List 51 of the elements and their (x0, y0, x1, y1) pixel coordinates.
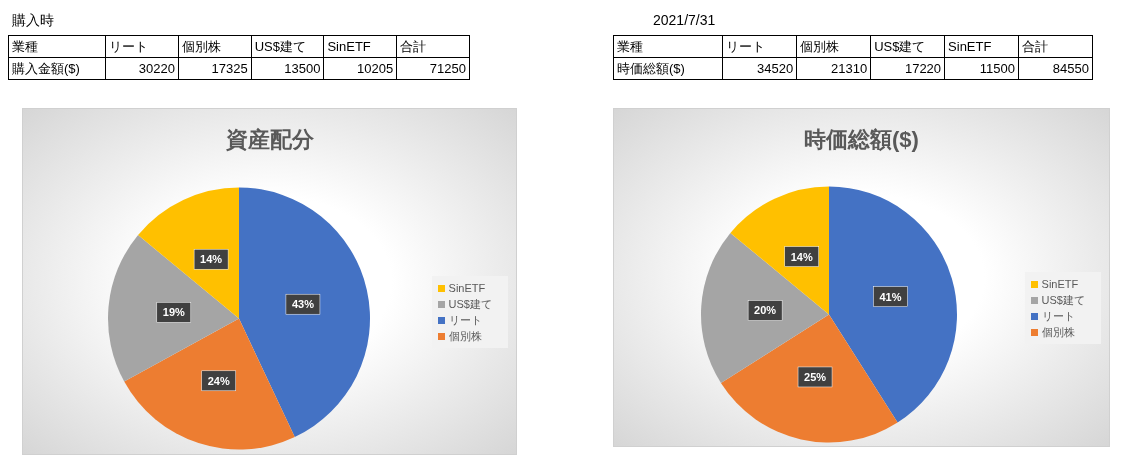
legend-label: リート (448, 313, 482, 326)
text: 34520 (722, 57, 797, 80)
pie-slice (239, 187, 370, 438)
data-label: 24% (207, 374, 230, 387)
text: 購入時 (12, 12, 54, 30)
text: 13500 (251, 57, 324, 80)
text: 購入金額($) (8, 57, 106, 80)
data-label: 14% (790, 250, 813, 263)
text: 業種 (8, 35, 106, 58)
text: 17325 (178, 57, 252, 80)
chart-title: 時価総額($) (803, 126, 920, 154)
text: 30220 (105, 57, 179, 80)
data-label: 43% (291, 298, 315, 311)
legend-label: 個別株 (1041, 325, 1075, 338)
pie-slice (720, 314, 898, 443)
category-label: US$建て (254, 38, 306, 54)
text: 11500 (944, 57, 1019, 80)
legend-label: US$建て (1041, 293, 1085, 306)
category-label: SinETF (327, 39, 371, 54)
text: 10205 (323, 57, 397, 80)
category-label: リート (726, 38, 766, 54)
pie-slice (701, 232, 829, 384)
category-label: SinETF (948, 39, 992, 54)
data-label: 14% (200, 253, 223, 266)
pie-slice (829, 186, 957, 423)
text: 17220 (870, 57, 945, 80)
category-label: 個別株 (181, 38, 221, 54)
legend-label: SinETF (1041, 277, 1079, 290)
text: 2021/7/31 (653, 12, 716, 28)
data-label: 20% (754, 304, 777, 317)
pie-slice (138, 187, 239, 319)
legend-label: 個別株 (448, 329, 482, 342)
legend-label: リート (1041, 309, 1075, 322)
text: 合計 (1018, 35, 1093, 58)
data-label: 19% (162, 306, 186, 319)
legend-label: SinETF (448, 281, 486, 294)
data-label: 41% (879, 290, 902, 303)
category-label: リート (109, 38, 149, 54)
pie-slice (730, 186, 829, 315)
pie-slice (124, 318, 295, 450)
chart-title: 資産配分 (224, 126, 315, 154)
category-label: US$建て (874, 38, 926, 54)
data-label: 25% (804, 370, 827, 383)
text: 業種 (613, 35, 723, 58)
category-label: 個別株 (800, 38, 840, 54)
text: 84550 (1018, 57, 1093, 80)
legend-label: US$建て (448, 297, 492, 310)
text: 時価総額($) (613, 57, 723, 80)
text: 71250 (396, 57, 470, 80)
text: 合計 (396, 35, 470, 58)
text: 21310 (796, 57, 871, 80)
